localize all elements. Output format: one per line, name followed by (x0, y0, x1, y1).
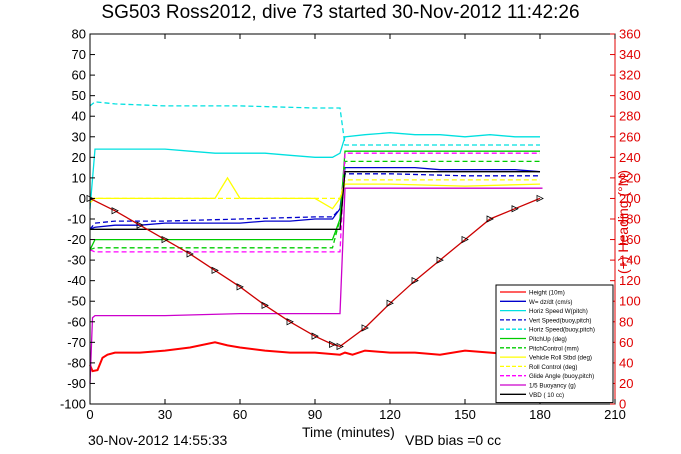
legend-entry: Horiz Speed(buoy,pitch) (529, 327, 595, 334)
x-tick-label: 30 (158, 407, 172, 422)
y-tick-label: -10 (67, 212, 86, 227)
y-tick-label: 20 (72, 150, 86, 165)
legend-entry: 1/5 Buoyancy (g) (529, 383, 576, 390)
series-line-5 (89, 150, 540, 251)
heading-marker (111, 207, 119, 215)
legend-entry: Vehicle Roll Stbd (deg) (529, 355, 592, 362)
y-right-tick-label: 20 (619, 376, 633, 391)
series-line-12 (89, 197, 541, 348)
y-tick-label: 50 (72, 88, 86, 103)
y-tick-label: 10 (72, 170, 86, 185)
series-line-6 (89, 160, 540, 251)
y-right-tick-label: 320 (619, 68, 641, 83)
y-tick-label: -20 (67, 232, 86, 247)
y-right-tick-label: 200 (619, 191, 641, 206)
heading-marker (211, 266, 219, 275)
y-tick-label: 70 (72, 47, 86, 62)
series-line-4 (89, 101, 540, 146)
heading-marker (536, 194, 544, 203)
heading-marker (236, 283, 244, 291)
y-tick-label: 0 (79, 191, 86, 206)
y-right-tick-label: 240 (619, 150, 641, 165)
legend: Height (10m) W= dz/dt (cm/s) Horiz Speed W… (495, 284, 614, 404)
series-layer (86, 101, 544, 384)
axes-layer: 0 30 60 90 120 150 180 210-100-90-80-70-60-50-4… (60, 27, 641, 423)
x-tick-label: 210 (604, 407, 626, 422)
heading-marker (461, 235, 469, 244)
y-tick-label: -90 (67, 376, 86, 391)
y-tick-label: -70 (67, 335, 86, 350)
series-line-9 (89, 152, 540, 253)
heading-marker (161, 235, 169, 244)
y-right-tick-label: 180 (619, 212, 641, 227)
x-tick-label: 150 (454, 407, 476, 422)
legend-entry: PitchControl (mm) (529, 345, 579, 352)
heading-marker (411, 277, 419, 285)
y-tick-label: 40 (72, 109, 86, 124)
series-line-0 (89, 341, 541, 373)
y-tick-label: 60 (72, 68, 86, 83)
series-line-10 (89, 187, 543, 384)
x-tick-label: 0 (86, 407, 93, 422)
legend-entry: Vert Speed(buoy,pitch) (529, 317, 591, 324)
chart-title: SG503 Ross2012, dive 73 started 30-Nov-2… (101, 2, 580, 23)
y-right-tick-label: 160 (619, 232, 641, 247)
y-right-tick-label: 120 (619, 273, 641, 288)
y-tick-label: -30 (67, 253, 86, 268)
heading-marker (286, 318, 294, 326)
x-tick-label: 90 (308, 407, 322, 422)
heading-marker (361, 324, 369, 332)
heading-marker (336, 342, 344, 351)
heading-marker (386, 299, 394, 307)
y-right-tick-label: 140 (619, 253, 641, 268)
legend-box (495, 284, 614, 404)
y-tick-label: 80 (72, 27, 86, 42)
y-tick-label: -80 (67, 355, 86, 370)
x-tick-label: 180 (529, 407, 551, 422)
heading-marker (329, 340, 337, 349)
series-line-2 (89, 132, 540, 209)
y-tick-label: -40 (67, 273, 86, 288)
y-right-tick-label: 220 (619, 170, 641, 185)
footer-timestamp: 30-Nov-2012 14:55:33 (88, 432, 228, 448)
legend-entry: W= dz/dt (cm/s) (529, 299, 573, 306)
series-line-3 (89, 173, 540, 230)
y-right-tick-label: 100 (619, 294, 641, 309)
y-right-tick-label: 80 (619, 314, 633, 329)
y-right-tick-label: 0 (619, 397, 626, 412)
y-right-tick-label: 280 (619, 109, 641, 124)
y-right-tick-label: 260 (619, 129, 641, 144)
y-tick-label: -60 (67, 314, 86, 329)
x-tick-label: 60 (233, 407, 247, 422)
y-tick-label: -50 (67, 294, 86, 309)
heading-marker (436, 256, 444, 264)
series-line-8 (90, 179, 540, 200)
heading-marker (311, 332, 319, 340)
heading-marker (186, 250, 194, 258)
legend-entry: Horiz Speed W(pitch) (529, 308, 588, 315)
y-right-tick-label: 300 (619, 88, 641, 103)
heading-marker (511, 205, 519, 213)
y-right-tick-label: 340 (619, 47, 641, 62)
series-line-11 (90, 171, 540, 230)
y-right-tick-label: 40 (619, 355, 633, 370)
footer-vbd-bias: VBD bias =0 cc (405, 432, 502, 448)
legend-entry: VBD ( 10 cc) (529, 392, 564, 399)
y-right-tick-label: 60 (619, 335, 633, 350)
y-axis-right-label: (+) Heading (°M) (615, 169, 631, 275)
x-tick-label: 120 (379, 407, 401, 422)
y-tick-label: -100 (60, 397, 86, 412)
x-axis-label: Time (minutes) (302, 424, 395, 440)
legend-entry: PitchUp (deg) (529, 336, 567, 343)
heading-marker (136, 221, 144, 229)
legend-entry: Height (10m) (529, 290, 565, 297)
legend-entry: Roll Control (deg) (529, 364, 578, 371)
y-right-tick-label: 360 (619, 27, 641, 42)
heading-marker (486, 215, 494, 223)
legend-entry: Glide Angle (buoy,pitch) (529, 373, 594, 380)
y-tick-label: 30 (72, 129, 86, 144)
heading-marker (261, 301, 269, 309)
series-line-1 (89, 166, 541, 230)
